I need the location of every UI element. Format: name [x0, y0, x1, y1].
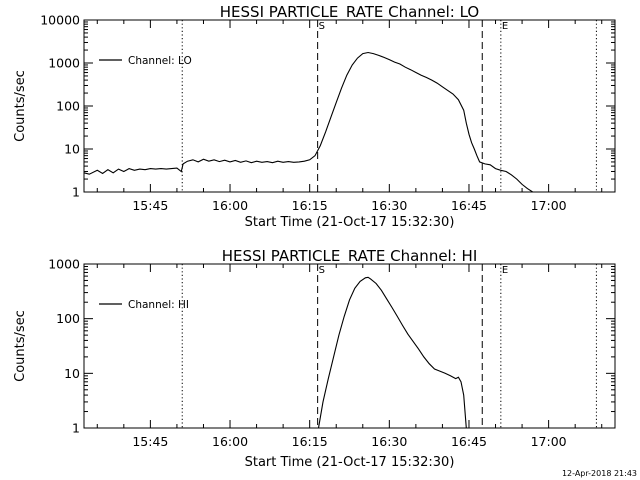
chart-title: HESSI PARTICLE_RATE Channel: LO — [220, 3, 479, 22]
footer-timestamp: 12-Apr-2018 21:43 — [562, 469, 637, 478]
marker-label-s: S — [319, 21, 325, 32]
x-tick-label: 16:45 — [451, 198, 487, 213]
y-tick-label: 100 — [56, 311, 80, 326]
x-axis-label: Start Time (21-Oct-17 15:32:30) — [245, 215, 455, 230]
legend-label: Channel: LO — [128, 55, 192, 67]
x-tick-label: 15:45 — [132, 198, 168, 213]
plot-frame — [83, 19, 616, 193]
marker-label-e: E — [502, 265, 508, 276]
y-tick-label: 1000 — [48, 56, 80, 71]
y-tick-label: 1000 — [48, 257, 80, 272]
y-tick-label: 10 — [64, 142, 80, 157]
x-tick-label: 16:30 — [371, 434, 407, 449]
series-line — [317, 276, 467, 429]
chart-panel-2: HESSI PARTICLE_RATE Channel: HI 15:45 16:0… — [13, 247, 616, 470]
y-tick-label: 1 — [72, 185, 80, 200]
x-tick-label: 16:15 — [292, 198, 328, 213]
marker-label-e: E — [502, 21, 508, 32]
chart-title: HESSI PARTICLE_RATE Channel: HI — [222, 247, 478, 266]
plot-frame — [83, 263, 616, 429]
y-tick-label: 10 — [64, 366, 80, 381]
x-tick-label: 16:00 — [212, 198, 248, 213]
x-axis-label: Start Time (21-Oct-17 15:32:30) — [245, 455, 455, 470]
series-line — [83, 51, 597, 193]
y-tick-label: 100 — [56, 99, 80, 114]
x-tick-label: 16:45 — [451, 434, 487, 449]
x-tick-label: 15:45 — [132, 434, 168, 449]
y-axis-label: Counts/sec — [13, 70, 28, 142]
chart-panel-1: HESSI PARTICLE_RATE Channel: LO 15:45 16:0… — [13, 3, 616, 230]
y-tick-label: 10000 — [40, 13, 80, 28]
y-axis-label: Counts/sec — [13, 310, 28, 382]
x-tick-label: 17:00 — [531, 198, 567, 213]
y-tick-label: 1 — [72, 421, 80, 436]
x-tick-label: 17:00 — [531, 434, 567, 449]
legend-label: Channel: HI — [128, 299, 189, 311]
x-tick-label: 16:15 — [292, 434, 328, 449]
x-tick-label: 16:00 — [212, 434, 248, 449]
marker-label-s: S — [319, 265, 325, 276]
x-tick-label: 16:30 — [371, 198, 407, 213]
